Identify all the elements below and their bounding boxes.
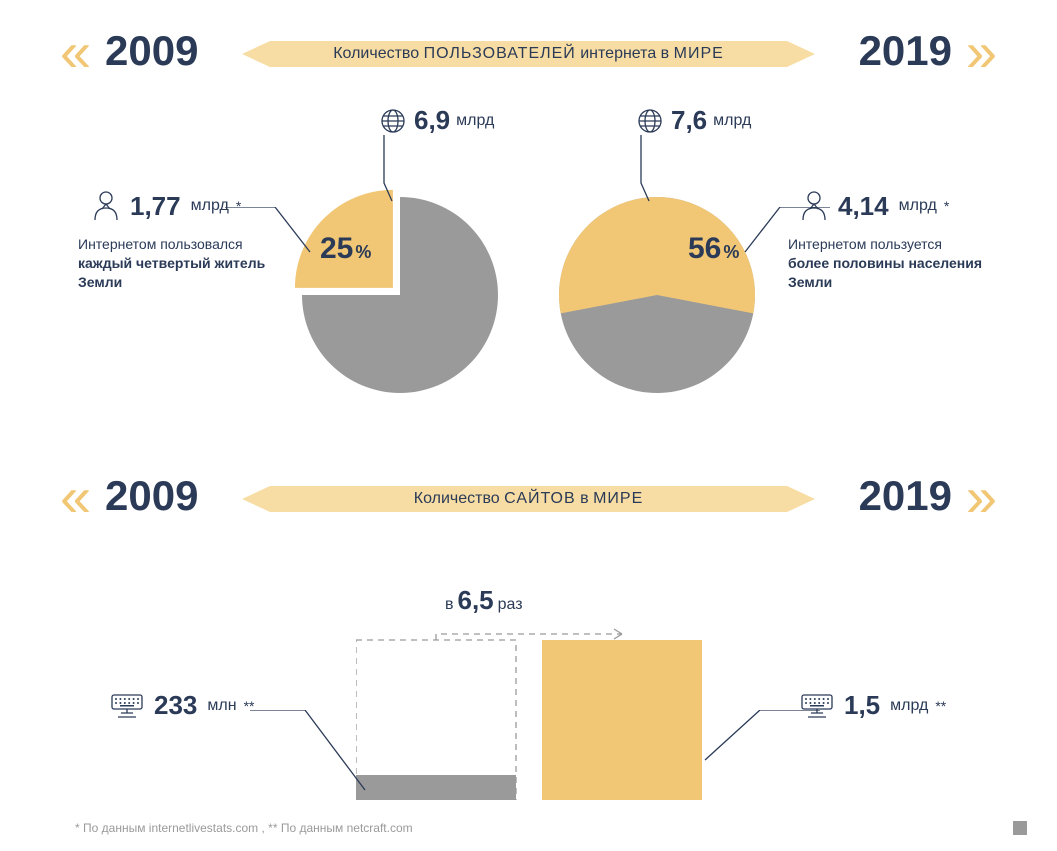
user-star: * <box>944 198 949 214</box>
banner-bar: Количество ПОЛЬЗОВАТЕЛЕЙ интернета в МИР… <box>270 41 787 67</box>
pie-2009 <box>290 185 510 405</box>
site-value: 1,5 <box>844 690 880 721</box>
globe-icon <box>380 108 406 134</box>
user-label-2009: 1,77 млрд * <box>92 190 241 222</box>
globe-label-2009: 6,9 млрд <box>380 105 494 136</box>
globe-label-2019: 7,6 млрд <box>637 105 751 136</box>
callout-globe-2009 <box>372 135 402 205</box>
user-unit: млрд <box>191 197 229 215</box>
user-value: 4,14 <box>838 191 889 222</box>
pct-sign: % <box>723 242 739 262</box>
callout-site-2009 <box>250 710 370 795</box>
bars-chart <box>356 600 702 800</box>
banner-title: Количество ПОЛЬЗОВАТЕЛЕЙ интернета в МИР… <box>333 45 724 63</box>
keyboard-icon <box>110 693 144 719</box>
pct-sign: % <box>355 242 371 262</box>
quote-open: « <box>60 19 91 84</box>
callout-user-2009 <box>225 207 315 267</box>
globe-icon <box>637 108 663 134</box>
caption-pre: Интернетом пользовался <box>78 236 243 252</box>
year-right: 2019 <box>859 27 952 75</box>
globe-value: 7,6 <box>671 105 707 136</box>
growth-value: 6,5 <box>458 585 494 616</box>
callout-globe-2019 <box>629 135 659 205</box>
site-value: 233 <box>154 690 197 721</box>
site-unit: млн <box>207 697 236 715</box>
section-sites: « 2009 Количество САЙТОВ в МИРЕ 2019 » в… <box>0 470 1057 800</box>
person-icon <box>92 190 120 222</box>
quote-close: » <box>966 464 997 529</box>
globe-value: 6,9 <box>414 105 450 136</box>
banner-title: Количество САЙТОВ в МИРЕ <box>414 490 643 508</box>
growth-suffix: раз <box>498 596 523 614</box>
pies-row: 25% 6,9 млрд 1,77 млрд * Интернетом поль… <box>0 115 1057 445</box>
site-unit: млрд <box>890 697 928 715</box>
globe-unit: млрд <box>456 112 494 130</box>
year-right: 2019 <box>859 472 952 520</box>
growth-prefix: в <box>445 596 454 614</box>
pie-2019 <box>547 185 767 405</box>
globe-unit: млрд <box>713 112 751 130</box>
pct-2019: 56% <box>688 232 739 266</box>
banner-users: « 2009 Количество ПОЛЬЗОВАТЕЛЕЙ интернет… <box>65 25 992 85</box>
callout-user-2019 <box>740 207 830 267</box>
banner-sites: « 2009 Количество САЙТОВ в МИРЕ 2019 » <box>65 470 992 530</box>
pct-value: 25 <box>320 232 353 265</box>
user-value: 1,77 <box>130 191 181 222</box>
user-unit: млрд <box>899 197 937 215</box>
quote-close: » <box>966 19 997 84</box>
footnote: * По данным internetlivestats.com , ** П… <box>75 821 413 835</box>
year-left: 2009 <box>105 472 198 520</box>
callout-site-2019 <box>700 710 820 770</box>
bars-row: в 6,5 раз 233 млн ** 1,5 млрд ** <box>0 540 1057 800</box>
site-label-2019: 1,5 млрд ** <box>800 690 946 721</box>
growth-label: в 6,5 раз <box>445 585 523 616</box>
page-marker <box>1013 821 1027 835</box>
year-left: 2009 <box>105 27 198 75</box>
section-internet-users: « 2009 Количество ПОЛЬЗОВАТЕЛЕЙ интернет… <box>0 25 1057 445</box>
pct-value: 56 <box>688 232 721 265</box>
banner-bar: Количество САЙТОВ в МИРЕ <box>270 486 787 512</box>
pct-2009: 25% <box>320 232 371 266</box>
site-star: ** <box>935 698 946 714</box>
quote-open: « <box>60 464 91 529</box>
site-label-2009: 233 млн ** <box>110 690 254 721</box>
